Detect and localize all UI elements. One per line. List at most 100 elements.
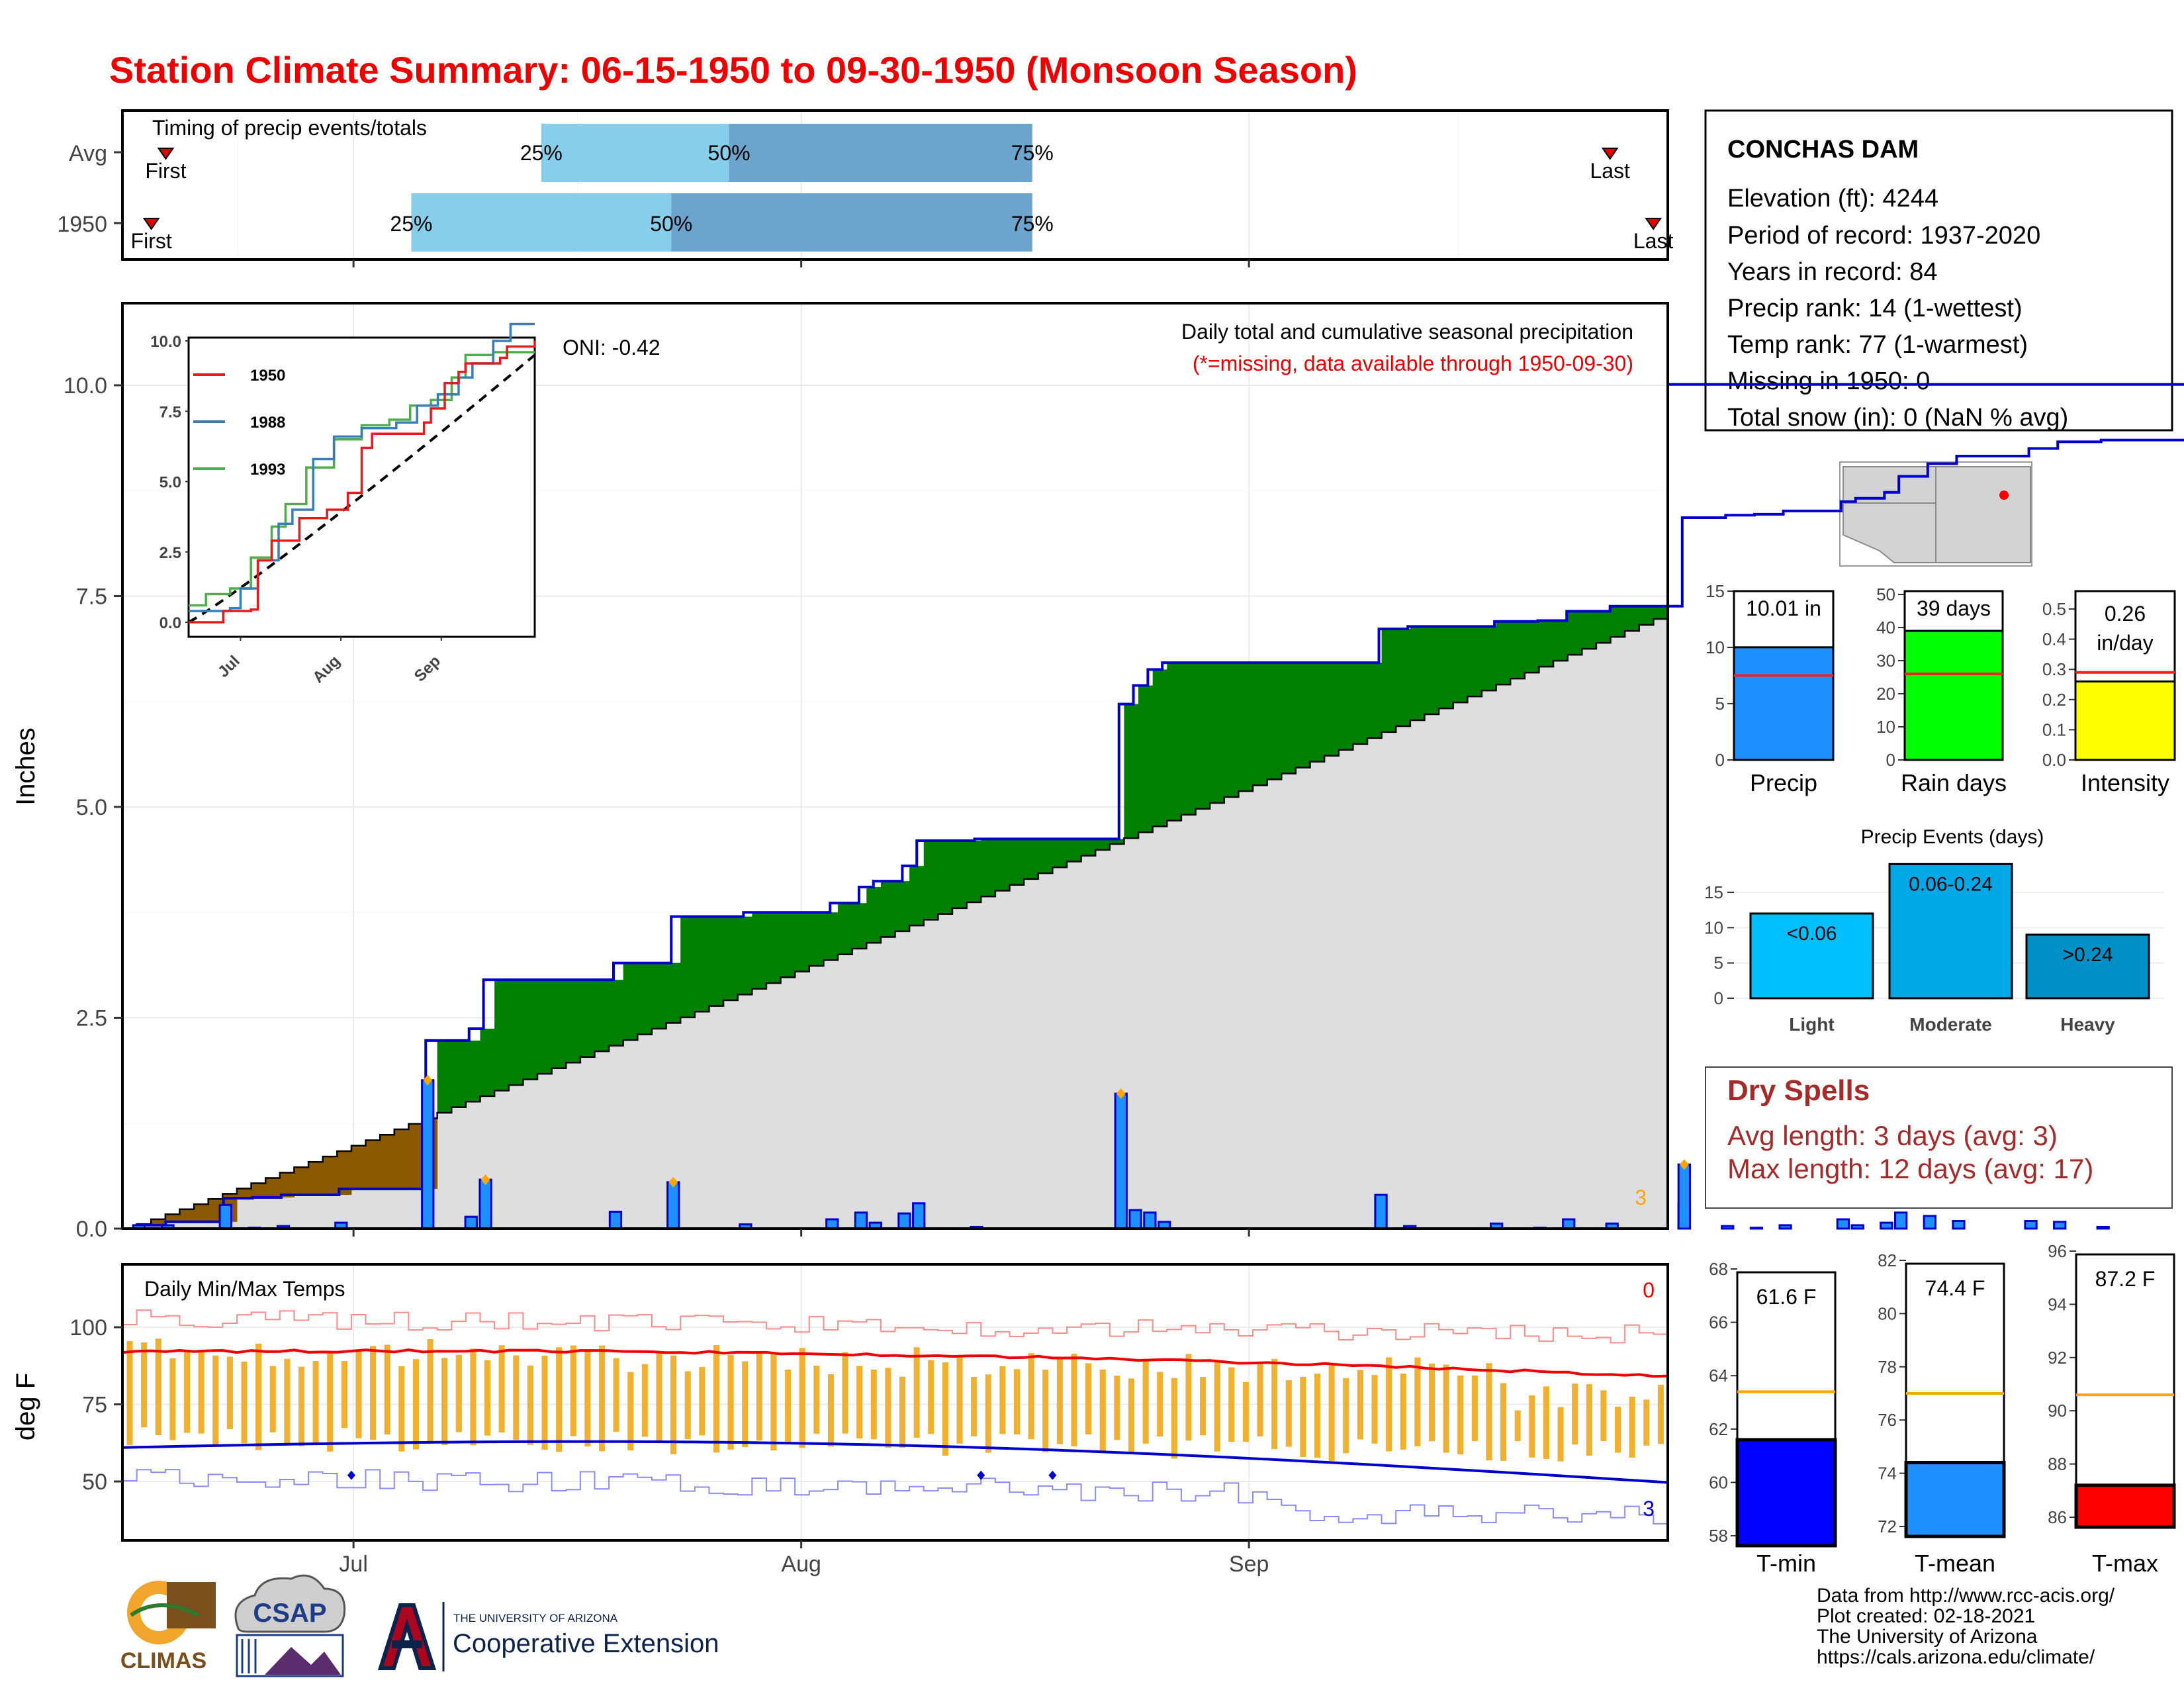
timing-last-marker <box>1601 148 1619 160</box>
surplus-segment <box>981 839 996 897</box>
events-bar-label: <0.06 <box>1787 923 1837 945</box>
temp-summary-y-tick-label: 72 <box>1878 1517 1897 1536</box>
daily-temp-bar <box>1615 1407 1621 1453</box>
inset-y-tick-label: 2.5 <box>159 544 181 562</box>
timing-first-marker <box>157 148 175 160</box>
surplus-segment <box>465 1040 481 1102</box>
average-low-line <box>122 1440 1668 1484</box>
surplus-segment <box>480 1029 495 1096</box>
daily-temp-bar <box>1285 1380 1292 1447</box>
surplus-segment <box>809 912 824 966</box>
daily-precip-bar <box>1677 1163 1691 1230</box>
surplus-segment <box>723 916 739 1001</box>
timing-row-avg: Avg <box>69 141 107 166</box>
surplus-segment <box>537 980 553 1074</box>
station-info-box: CONCHAS DAM Elevation (ft): 4244 Period … <box>1704 109 2173 432</box>
summary-y-tick-label: 0 <box>1715 750 1725 770</box>
surplus-segment <box>1610 606 1625 637</box>
daily-temp-bar <box>1514 1410 1521 1442</box>
daily-temp-bar <box>770 1353 777 1451</box>
timing-pct-75: 75% <box>1011 141 1054 165</box>
precip-y-tick-label: 10.0 <box>64 373 107 399</box>
daily-temp-bar <box>1643 1399 1650 1446</box>
heavy-day-marker <box>1679 1159 1689 1170</box>
daily-precip-bar <box>912 1202 926 1230</box>
events-category-label: Heavy <box>2060 1014 2115 1035</box>
month-axis: Jul Aug Sep <box>339 1552 1269 1577</box>
surplus-segment <box>709 916 724 1006</box>
summary-y-tick-label: 15 <box>1706 581 1725 601</box>
surplus-segment <box>938 840 953 914</box>
daily-temp-bar <box>269 1366 276 1432</box>
surplus-segment <box>594 980 610 1052</box>
daily-temp-bar <box>985 1374 991 1453</box>
tmax-value-text: 87.2 F <box>2095 1267 2156 1291</box>
events-y-tick-label: 15 <box>1704 882 1723 902</box>
precip-y-tick-label: 0.0 <box>76 1217 107 1242</box>
events-title: Precip Events (days) <box>1861 826 2044 848</box>
tmin-value-text: 61.6 F <box>1756 1285 1817 1309</box>
temp-panel-label: Daily Min/Max Temps <box>144 1277 345 1301</box>
station-temp-rank: Temp rank: 77 (1-warmest) <box>1727 331 2028 359</box>
surplus-segment <box>1167 663 1182 821</box>
surplus-segment <box>637 962 653 1035</box>
summary-y-tick-label: 0 <box>1886 750 1895 770</box>
surplus-segment <box>1081 839 1096 856</box>
daily-precip-bar <box>1114 1092 1128 1230</box>
daily-temp-bar <box>169 1358 176 1440</box>
daily-temp-bar <box>684 1371 691 1440</box>
footer-line-2: Plot created: 02-18-2021 <box>1817 1605 2035 1627</box>
precip-y-tick-label: 2.5 <box>76 1006 107 1031</box>
daily-precip-bar <box>1749 1227 1764 1230</box>
intensity-unit-text: in/day <box>2097 631 2153 655</box>
events-bars: 0 5 10 15 <0.06 Light 0.06-0.24 Moderate >0.24 He… <box>1704 863 2164 1035</box>
daily-temp-bar <box>842 1352 848 1434</box>
surplus-segment <box>1253 663 1268 786</box>
surplus-segment <box>437 1040 452 1113</box>
precip-subheader: (*=missing, data available through 1950-… <box>1193 352 1633 375</box>
dry-spells-avg: Avg length: 3 days (avg: 3) <box>1727 1120 2058 1151</box>
daily-temp-bar <box>1328 1365 1335 1461</box>
average-high-line <box>122 1348 1668 1378</box>
deficit-segment <box>380 1135 395 1190</box>
daily-temp-bar <box>1200 1377 1206 1436</box>
daily-temp-bar <box>1529 1395 1535 1458</box>
daily-temp-bar <box>1486 1363 1492 1461</box>
station-name: CONCHAS DAM <box>1727 136 1919 164</box>
daily-precip-bar <box>1923 1215 1936 1230</box>
daily-temp-bar <box>1071 1354 1077 1447</box>
daily-temp-bar <box>1271 1358 1278 1450</box>
daily-temp-bar <box>155 1338 161 1436</box>
footer-line-4: https://cals.arizona.edu/climate/ <box>1817 1646 2095 1668</box>
daily-temp-bar <box>513 1355 520 1440</box>
daily-temp-bar <box>298 1366 305 1446</box>
surplus-segment <box>1181 663 1197 815</box>
cumulative-precip-line <box>122 383 2184 1230</box>
daily-temp-bar <box>1300 1376 1306 1457</box>
surplus-segment <box>823 912 839 961</box>
events-y-tick-label: 10 <box>1704 917 1723 937</box>
precip-y-axis: 0.0 2.5 5.0 7.5 10.0 <box>64 373 1250 1242</box>
station-missing: Missing in 1950: 0 <box>1727 367 1930 395</box>
daily-temp-bar <box>527 1365 533 1445</box>
surplus-segment <box>1224 663 1239 798</box>
daily-temp-bar <box>699 1367 705 1436</box>
timing-first-label: First <box>131 229 172 253</box>
daily-temp-bar <box>1572 1383 1578 1445</box>
surplus-segment <box>923 840 938 920</box>
daily-temp-bar <box>899 1376 906 1448</box>
daily-precip-bar <box>1778 1224 1792 1230</box>
events-category-label: Light <box>1789 1014 1834 1035</box>
surplus-segment <box>766 912 782 984</box>
daily-temp-bar <box>1629 1396 1635 1458</box>
temp-summary-y-tick-label: 92 <box>2048 1348 2067 1368</box>
surplus-segment <box>680 916 696 1017</box>
surplus-segment <box>995 839 1010 891</box>
daily-temp-bar <box>1099 1369 1106 1452</box>
summary-y-tick-label: 0.4 <box>2042 630 2066 649</box>
daily-temp-bar <box>1042 1370 1049 1452</box>
heavy-day-marker <box>423 1074 433 1086</box>
precip-label: Precip <box>1750 769 1817 796</box>
daily-temp-bar <box>370 1346 377 1440</box>
